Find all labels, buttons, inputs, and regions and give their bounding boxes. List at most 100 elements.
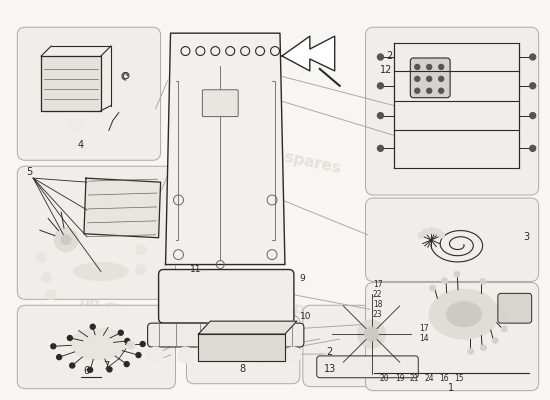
Text: 10: 10 bbox=[300, 312, 311, 321]
FancyBboxPatch shape bbox=[366, 198, 538, 282]
Circle shape bbox=[36, 253, 46, 262]
Ellipse shape bbox=[429, 289, 499, 339]
Circle shape bbox=[430, 285, 436, 291]
Circle shape bbox=[480, 278, 486, 284]
Circle shape bbox=[46, 289, 56, 299]
Ellipse shape bbox=[70, 328, 125, 360]
Circle shape bbox=[439, 76, 444, 81]
Circle shape bbox=[418, 232, 424, 238]
Circle shape bbox=[125, 338, 130, 344]
Ellipse shape bbox=[65, 118, 87, 132]
Circle shape bbox=[468, 348, 474, 354]
Text: no-spares: no-spares bbox=[257, 293, 343, 325]
Text: 5: 5 bbox=[26, 167, 32, 177]
Text: no-spares: no-spares bbox=[78, 164, 164, 196]
Text: 18: 18 bbox=[373, 300, 382, 309]
Circle shape bbox=[136, 353, 141, 358]
Circle shape bbox=[51, 344, 56, 349]
FancyBboxPatch shape bbox=[303, 305, 436, 387]
Circle shape bbox=[427, 88, 432, 93]
Text: no-spares: no-spares bbox=[78, 293, 164, 325]
Circle shape bbox=[147, 347, 163, 363]
Circle shape bbox=[422, 229, 428, 235]
Circle shape bbox=[67, 336, 73, 340]
Text: 9: 9 bbox=[300, 274, 306, 284]
Circle shape bbox=[140, 342, 145, 346]
Text: 23: 23 bbox=[373, 310, 382, 319]
Polygon shape bbox=[41, 56, 101, 111]
Circle shape bbox=[124, 362, 129, 367]
Polygon shape bbox=[282, 36, 335, 71]
Text: 17: 17 bbox=[420, 324, 429, 333]
Circle shape bbox=[481, 345, 486, 351]
Circle shape bbox=[427, 76, 432, 81]
Text: 6: 6 bbox=[83, 366, 89, 376]
Circle shape bbox=[107, 367, 112, 372]
Circle shape bbox=[427, 64, 432, 70]
Circle shape bbox=[377, 54, 383, 60]
Polygon shape bbox=[166, 33, 285, 264]
Circle shape bbox=[61, 235, 71, 245]
FancyBboxPatch shape bbox=[202, 90, 238, 116]
Polygon shape bbox=[199, 321, 297, 334]
FancyBboxPatch shape bbox=[498, 293, 532, 323]
Text: no-spares: no-spares bbox=[257, 144, 343, 176]
Text: 3: 3 bbox=[524, 232, 530, 242]
Circle shape bbox=[70, 363, 75, 368]
Circle shape bbox=[530, 145, 536, 151]
Circle shape bbox=[118, 330, 123, 335]
Circle shape bbox=[377, 113, 383, 118]
FancyBboxPatch shape bbox=[186, 315, 300, 384]
Text: 24: 24 bbox=[425, 374, 434, 383]
FancyBboxPatch shape bbox=[366, 282, 538, 391]
Circle shape bbox=[415, 64, 420, 70]
Circle shape bbox=[41, 272, 51, 282]
Text: 4: 4 bbox=[78, 140, 84, 150]
Circle shape bbox=[87, 367, 92, 372]
Text: 22: 22 bbox=[373, 290, 382, 299]
Text: 2: 2 bbox=[386, 51, 392, 61]
Circle shape bbox=[90, 324, 95, 329]
Text: 20: 20 bbox=[379, 374, 389, 383]
Ellipse shape bbox=[365, 327, 378, 341]
FancyBboxPatch shape bbox=[158, 270, 294, 323]
Circle shape bbox=[454, 271, 460, 277]
Circle shape bbox=[439, 64, 444, 70]
Text: 17: 17 bbox=[373, 280, 382, 289]
Text: 13: 13 bbox=[323, 364, 336, 374]
Circle shape bbox=[428, 228, 434, 234]
Circle shape bbox=[439, 88, 444, 93]
Circle shape bbox=[178, 347, 194, 363]
Text: 21: 21 bbox=[410, 374, 419, 383]
Text: 2: 2 bbox=[327, 347, 333, 357]
Ellipse shape bbox=[358, 320, 386, 348]
Circle shape bbox=[126, 341, 135, 349]
Circle shape bbox=[57, 355, 62, 360]
Polygon shape bbox=[84, 178, 161, 238]
Circle shape bbox=[530, 54, 536, 60]
Circle shape bbox=[377, 83, 383, 89]
Circle shape bbox=[285, 347, 301, 363]
Polygon shape bbox=[199, 334, 285, 361]
Text: 14: 14 bbox=[420, 334, 429, 343]
Circle shape bbox=[54, 228, 78, 252]
Circle shape bbox=[530, 83, 536, 89]
Circle shape bbox=[501, 326, 507, 332]
Circle shape bbox=[530, 113, 536, 118]
Circle shape bbox=[415, 88, 420, 93]
Circle shape bbox=[136, 264, 146, 274]
Circle shape bbox=[415, 76, 420, 81]
Text: 8: 8 bbox=[239, 364, 245, 374]
Circle shape bbox=[432, 228, 438, 234]
FancyBboxPatch shape bbox=[17, 305, 175, 389]
Circle shape bbox=[436, 230, 442, 236]
Circle shape bbox=[492, 337, 498, 343]
FancyBboxPatch shape bbox=[17, 27, 161, 160]
Text: 11: 11 bbox=[190, 264, 201, 274]
FancyBboxPatch shape bbox=[147, 323, 304, 347]
Text: 1: 1 bbox=[448, 383, 454, 393]
Text: 15: 15 bbox=[454, 374, 464, 383]
Circle shape bbox=[442, 278, 448, 284]
Circle shape bbox=[377, 145, 383, 151]
Circle shape bbox=[502, 311, 508, 317]
